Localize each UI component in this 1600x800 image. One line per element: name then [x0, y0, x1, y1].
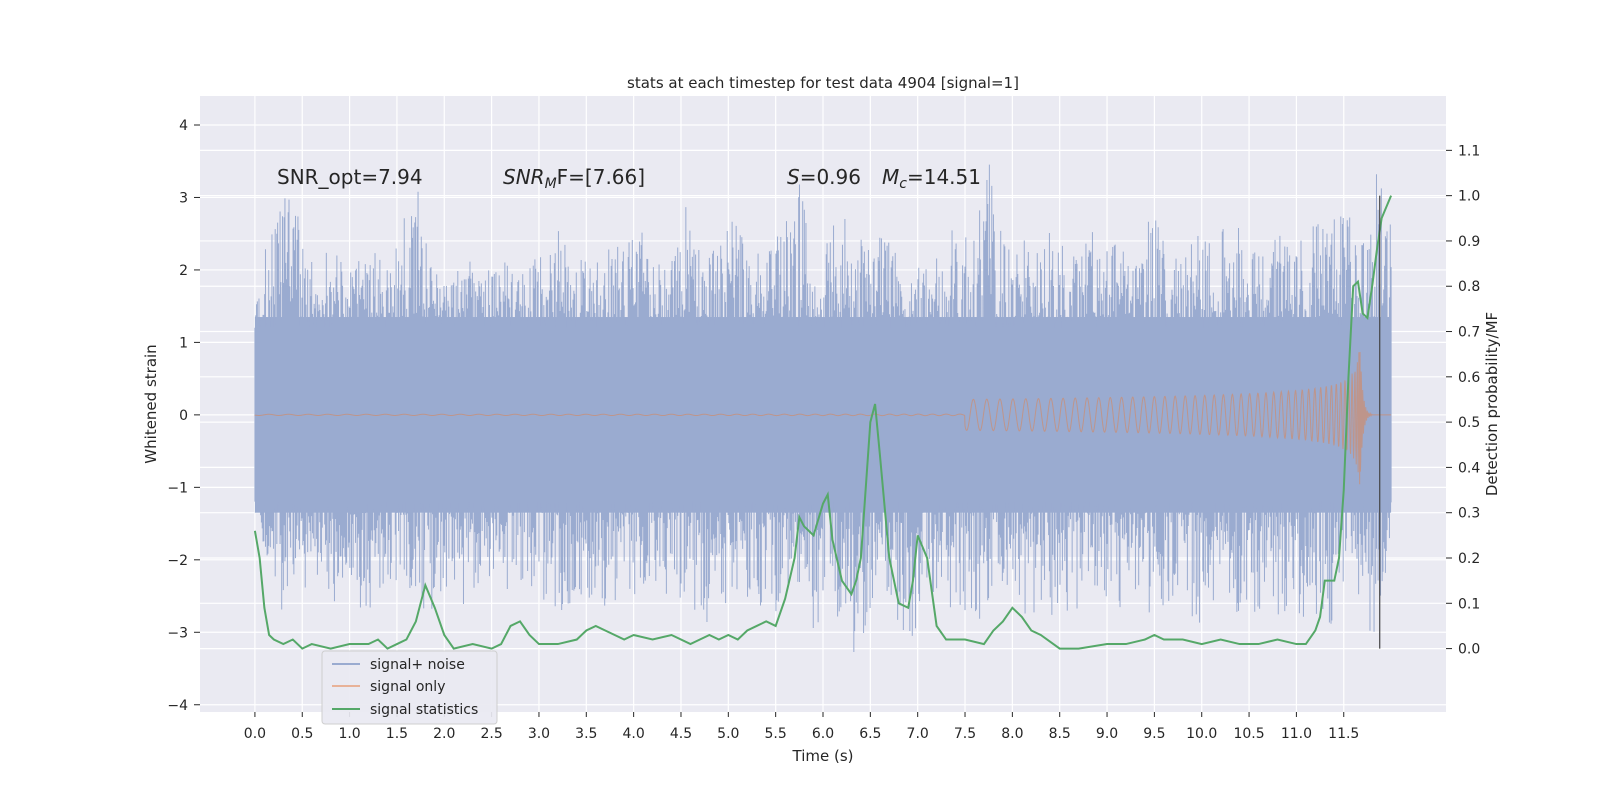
- x-axis-label: Time (s): [792, 747, 854, 765]
- x-tick-label: 9.0: [1096, 726, 1118, 742]
- x-tick-label: 2.5: [480, 726, 502, 742]
- series-signal-only: [254, 351, 1392, 485]
- snr-mf-symbol: SNR: [503, 165, 545, 189]
- y-tick-label: 4: [179, 118, 188, 134]
- x-tick-label: 11.0: [1281, 726, 1312, 742]
- annotation-mc: Mc=14.51: [882, 165, 981, 192]
- legend: signal+ noise signal only signal statist…: [321, 650, 498, 725]
- y2-tick-label: 0.1: [1458, 596, 1480, 612]
- y-tick-label: −1: [167, 480, 188, 496]
- s-value: =0.96: [800, 165, 861, 189]
- annotation-snr-opt: SNR_opt=7.94: [277, 165, 423, 189]
- y2-tick-label: 0.8: [1458, 279, 1480, 295]
- signal-statistics-line: [253, 195, 1393, 650]
- y2-tick-label: 0.0: [1458, 642, 1480, 658]
- x-tick-label: 3.5: [575, 726, 597, 742]
- mc-value: =14.51: [907, 165, 981, 189]
- y2-tick-label: 0.3: [1458, 506, 1480, 522]
- x-tick-label: 0.5: [291, 726, 313, 742]
- y2-tick-label: 0.9: [1458, 234, 1480, 250]
- y-axis-label: Whitened strain: [142, 344, 160, 463]
- snr-mf-subscript: M: [545, 176, 557, 192]
- x-tick-label: 0.0: [244, 726, 266, 742]
- y2-tick-label: 0.2: [1458, 551, 1480, 567]
- x-tick-label: 8.5: [1049, 726, 1071, 742]
- y-tick-label: 3: [179, 190, 188, 206]
- x-tick-label: 1.5: [386, 726, 408, 742]
- legend-box: [321, 650, 498, 725]
- legend-label-signal-only: signal only: [370, 679, 445, 695]
- x-tick-label: 6.0: [812, 726, 834, 742]
- signal-only-trace: [254, 351, 1392, 485]
- x-tick-label: 9.5: [1143, 726, 1165, 742]
- legend-label-signal-noise: signal+ noise: [370, 657, 465, 673]
- x-tick-label: 5.0: [717, 726, 739, 742]
- legend-label-signal-statistics: signal statistics: [370, 702, 478, 718]
- y-tick-label: 1: [179, 335, 188, 351]
- noise-trace: [254, 164, 1392, 653]
- x-tick-label: 10.0: [1186, 726, 1217, 742]
- annotation-s: S=0.96: [787, 165, 861, 189]
- x-tick-label: 7.0: [907, 726, 929, 742]
- y2-tick-label: 0.7: [1458, 325, 1480, 341]
- y2-axis-label: Detection probability/MF: [1483, 312, 1501, 496]
- y-tick-label: −2: [167, 553, 188, 569]
- annotation-snr-mf: SNRMF=[7.66]: [503, 165, 645, 192]
- x-tick-label: 7.5: [954, 726, 976, 742]
- snr-mf-value: F=[7.66]: [557, 165, 645, 189]
- x-tick-label: 1.0: [338, 726, 360, 742]
- y2-tick-label: 0.6: [1458, 370, 1480, 386]
- y2-tick-label: 1.0: [1458, 189, 1480, 205]
- x-axis-ticks: 0.0 0.5 1.0 1.5 2.0 2.5 3.0 3.5 4.0 4.5 5.0 5.5 6.0 6…: [244, 712, 1359, 742]
- x-tick-label: 2.0: [433, 726, 455, 742]
- mc-subscript: c: [899, 176, 907, 192]
- mc-symbol: M: [882, 165, 899, 189]
- y-tick-label: −4: [167, 698, 188, 714]
- y2-tick-label: 1.1: [1458, 143, 1480, 159]
- y-tick-label: 0: [179, 408, 188, 424]
- y2-axis-ticks: 1.1 1.0 0.9 0.8 0.7 0.6 0.5 0.4 0.3 0.2 0.1 0.0: [1446, 143, 1480, 658]
- y2-tick-label: 0.4: [1458, 460, 1480, 476]
- x-tick-label: 10.5: [1233, 726, 1264, 742]
- y-tick-label: −3: [167, 625, 188, 641]
- x-tick-label: 11.5: [1328, 726, 1359, 742]
- x-tick-label: 5.5: [765, 726, 787, 742]
- chart-title: stats at each timestep for test data 490…: [627, 74, 1019, 92]
- x-tick-label: 4.0: [623, 726, 645, 742]
- x-tick-label: 8.0: [1001, 726, 1023, 742]
- x-tick-label: 3.0: [528, 726, 550, 742]
- x-tick-label: 4.5: [670, 726, 692, 742]
- y-axis-ticks: 4 3 2 1 0 −1 −2 −3 −4: [167, 118, 200, 714]
- y2-tick-label: 0.5: [1458, 415, 1480, 431]
- s-symbol: S: [787, 165, 800, 189]
- series-signal-statistics: [253, 195, 1393, 650]
- y-tick-label: 2: [179, 263, 188, 279]
- x-tick-label: 6.5: [859, 726, 881, 742]
